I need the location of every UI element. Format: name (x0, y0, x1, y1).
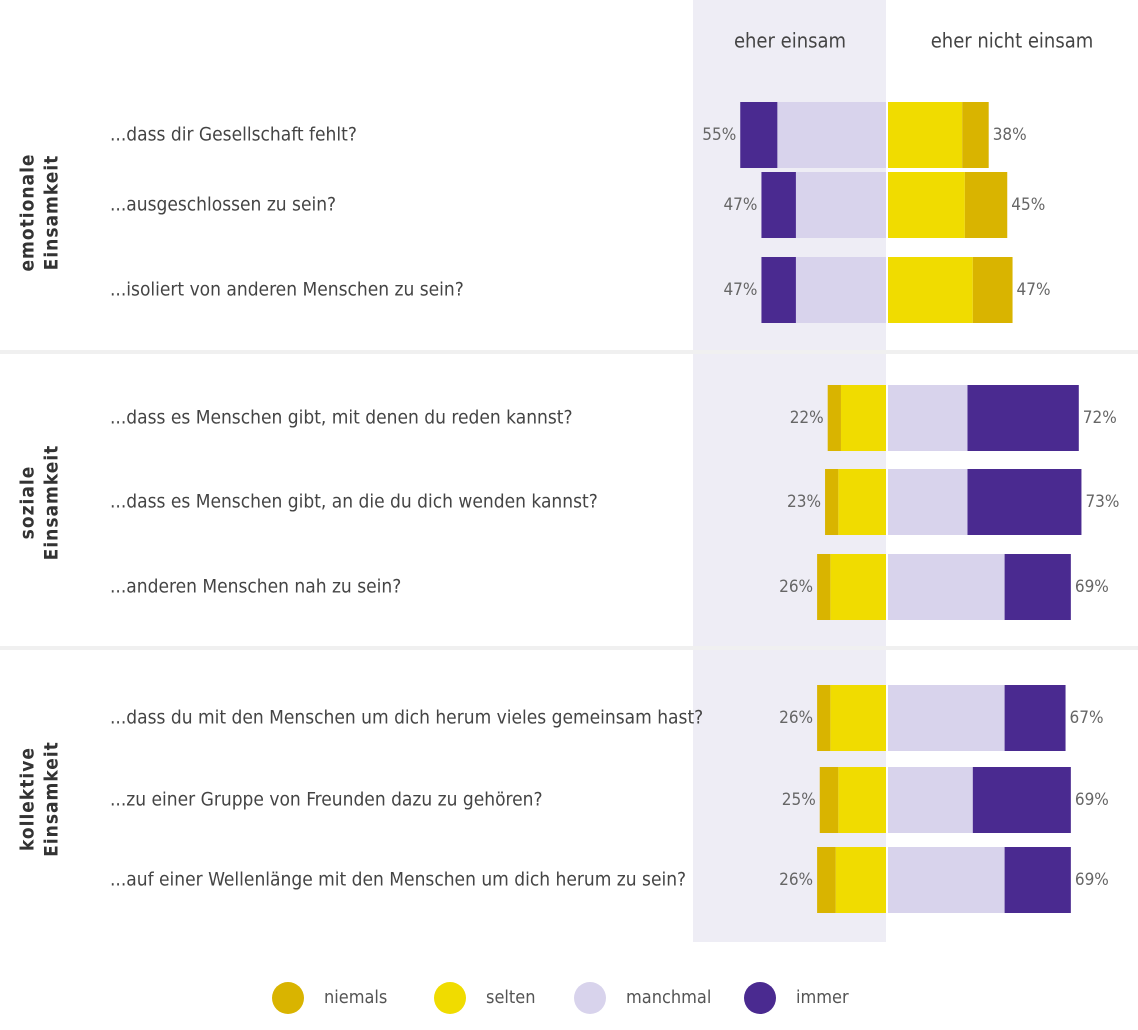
question: ...isoliert von anderen Menschen zu sein… (110, 279, 464, 301)
bar-segment (972, 257, 1013, 323)
group-label: kollektive Einsamkeit (17, 741, 63, 857)
value-label: 25% (782, 790, 816, 810)
bar-segment (888, 172, 965, 238)
bar-segment (740, 102, 778, 168)
value-label: 38% (993, 125, 1027, 145)
group-label-line: emotionale (17, 153, 39, 271)
bar-segment (967, 385, 1079, 451)
question: ...ausgeschlossen zu sein? (110, 194, 336, 216)
bar-segment (817, 847, 836, 913)
separator (0, 350, 1138, 354)
legend-swatch (272, 982, 304, 1014)
value-label: 47% (723, 280, 757, 300)
question: ...dass es Menschen gibt, mit denen du r… (110, 407, 573, 429)
separator (0, 646, 1138, 650)
group-label-line: Einsamkeit (41, 741, 63, 857)
legend-swatch (744, 982, 776, 1014)
bar-segment (967, 469, 1082, 535)
bar-segment (795, 172, 886, 238)
bar-segment (1004, 554, 1071, 620)
bar-segment (962, 102, 989, 168)
question: ...dass es Menschen gibt, an die du dich… (110, 491, 598, 513)
bar-segment (964, 172, 1008, 238)
question: ...anderen Menschen nah zu sein? (110, 576, 401, 598)
value-label: 69% (1075, 790, 1109, 810)
bar-segment (888, 385, 968, 451)
group-label-line: kollektive (17, 747, 39, 851)
bar-segment (835, 847, 886, 913)
bar-segment (761, 257, 796, 323)
value-label: 72% (1083, 408, 1117, 428)
bar-segment (888, 554, 1005, 620)
bar-segment (817, 685, 831, 751)
value-label: 22% (790, 408, 824, 428)
question: ...zu einer Gruppe von Freunden dazu zu … (110, 789, 543, 811)
group-label: emotionale Einsamkeit (17, 153, 63, 271)
group-label-line: soziale (17, 466, 39, 540)
value-label: 23% (787, 492, 821, 512)
column-header: eher nicht einsam (931, 29, 1094, 53)
value-label: 26% (779, 577, 813, 597)
bar-segment (838, 469, 886, 535)
question: ...auf einer Wellenlänge mit den Mensche… (110, 869, 686, 891)
bar-segment (817, 554, 831, 620)
bar-segment (972, 767, 1071, 833)
value-label: 67% (1070, 708, 1104, 728)
bar-segment (888, 469, 968, 535)
value-label: 26% (779, 870, 813, 890)
legend-label: manchmal (626, 987, 711, 1008)
bar-segment (827, 385, 841, 451)
value-label: 45% (1011, 195, 1045, 215)
bar-segment (1004, 847, 1071, 913)
value-label: 47% (723, 195, 757, 215)
legend-label: niemals (324, 987, 387, 1008)
question: ...dass du mit den Menschen um dich heru… (110, 707, 703, 729)
value-label: 69% (1075, 870, 1109, 890)
bar-segment (888, 847, 1005, 913)
legend-label: immer (796, 987, 849, 1008)
question: ...dass dir Gesellschaft fehlt? (110, 124, 357, 146)
legend-label: selten (486, 987, 535, 1008)
bar-segment (830, 685, 886, 751)
bar-segment (777, 102, 886, 168)
bar-segment (838, 767, 886, 833)
group-label-line: Einsamkeit (41, 445, 63, 561)
bar-segment (1004, 685, 1066, 751)
bar-segment (888, 102, 963, 168)
value-label: 73% (1085, 492, 1119, 512)
bar-segment (830, 554, 886, 620)
value-label: 69% (1075, 577, 1109, 597)
bar-segment (761, 172, 796, 238)
bar-segment (888, 257, 973, 323)
legend-swatch (574, 982, 606, 1014)
value-label: 26% (779, 708, 813, 728)
bar-segment (888, 685, 1005, 751)
bar-segment (825, 469, 839, 535)
group-label: soziale Einsamkeit (17, 445, 63, 561)
value-label: 47% (1017, 280, 1051, 300)
group-label-line: Einsamkeit (41, 155, 63, 271)
bar-segment (840, 385, 886, 451)
column-header: eher einsam (734, 29, 846, 53)
value-label: 55% (702, 125, 736, 145)
bar-segment (888, 767, 973, 833)
bar-segment (795, 257, 886, 323)
bar-segment (819, 767, 839, 833)
legend-swatch (434, 982, 466, 1014)
